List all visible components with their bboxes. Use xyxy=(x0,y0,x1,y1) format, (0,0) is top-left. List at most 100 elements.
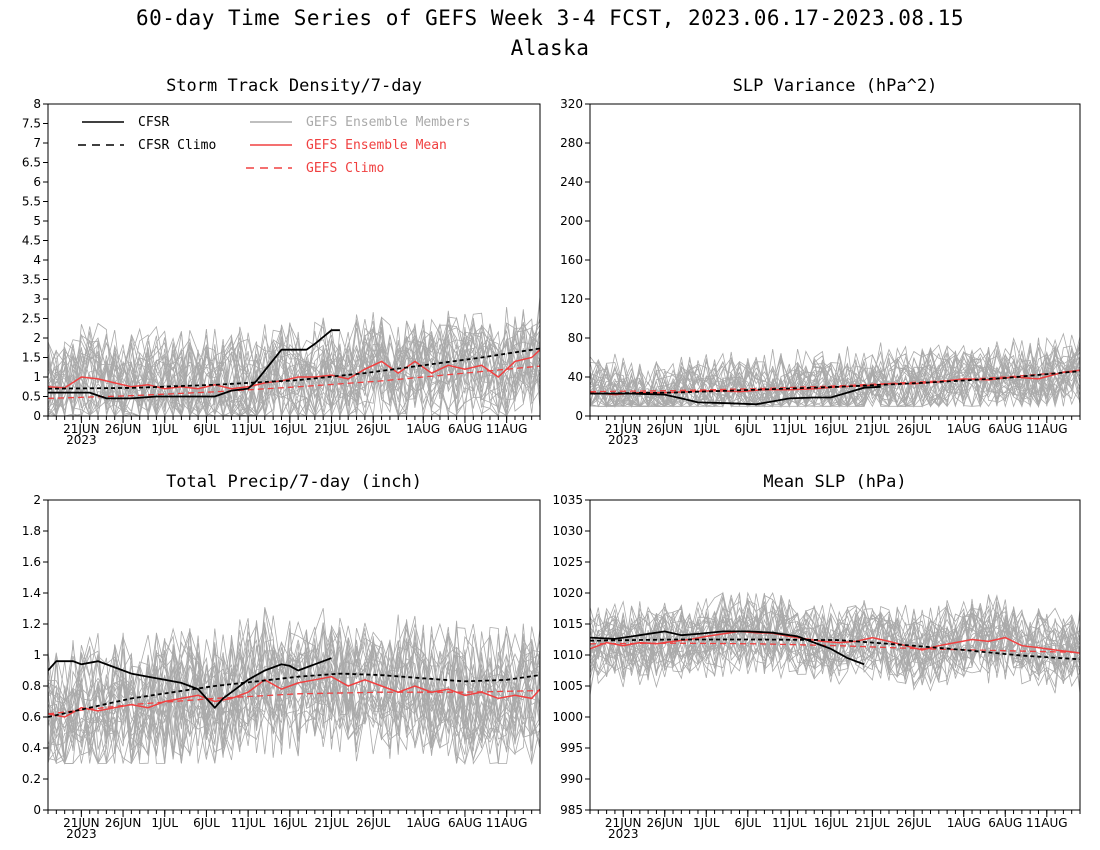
plot-area xyxy=(590,332,1080,408)
x-tick-label: 1JUL xyxy=(693,816,720,830)
x-tick-label: 21JUL xyxy=(314,816,349,830)
cfsr-climo-line xyxy=(590,370,1080,395)
y-tick-label: 1020 xyxy=(552,586,583,600)
x-tick-label: 26JUN xyxy=(105,422,142,436)
ensemble-member-line xyxy=(590,600,1080,677)
ensemble-member-line xyxy=(590,346,1080,408)
x-tick-label: 21JUN xyxy=(63,816,100,830)
x-tick-label: 21JUL xyxy=(855,422,890,436)
x-year-label: 2023 xyxy=(66,827,97,841)
ensemble-member-line xyxy=(48,638,540,764)
chart-panel-3: Total Precip/7-day (inch)00.20.40.60.811… xyxy=(22,472,541,841)
ensemble-member-line xyxy=(590,337,1080,408)
y-tick-label: 1.6 xyxy=(22,555,41,569)
y-tick-label: 1025 xyxy=(552,555,583,569)
y-tick-label: 6 xyxy=(33,175,41,189)
x-tick-label: 6JUL xyxy=(193,422,220,436)
y-tick-label: 1.5 xyxy=(22,351,41,365)
y-tick-label: 995 xyxy=(560,741,583,755)
ensemble-member-line xyxy=(590,591,1080,685)
x-tick-label: 6JUL xyxy=(734,422,761,436)
plot-area xyxy=(48,607,540,766)
cfsr-climo-line xyxy=(590,638,1080,661)
x-tick-label: 6AUG xyxy=(448,816,482,830)
y-tick-label: 2 xyxy=(33,493,41,507)
x-year-label: 2023 xyxy=(608,827,639,841)
x-tick-label: 1AUG xyxy=(947,422,981,436)
ensemble-member-line xyxy=(590,344,1080,408)
y-tick-label: 0.4 xyxy=(22,741,41,755)
gefs-climo-line xyxy=(590,642,1080,654)
plot-area xyxy=(590,591,1080,696)
ensemble-member-line xyxy=(48,330,540,416)
ensemble-member-line xyxy=(48,299,540,416)
chart-panel-1: Storm Track Density/7-day 0 0.5 1 1.5 2 2.5 3 3.… xyxy=(22,76,541,447)
plot-frame xyxy=(47,103,541,417)
ensemble-member-line xyxy=(48,316,540,416)
ensemble-member-line xyxy=(590,599,1080,685)
y-tick-label: 2.5 xyxy=(22,312,41,326)
legend-gefs-climo-label: GEFS Climo xyxy=(306,161,384,176)
x-tick-label: 1AUG xyxy=(947,816,981,830)
y-tick-label: 0.2 xyxy=(22,772,41,786)
x-tick-label: 6JUL xyxy=(734,816,761,830)
x-tick-label: 11JUL xyxy=(231,422,266,436)
y-tick-label: 1.4 xyxy=(22,586,41,600)
legend-members-label: GEFS Ensemble Members xyxy=(306,115,470,130)
cfsr-line xyxy=(48,329,340,400)
y-tick-label: 1000 xyxy=(552,710,583,724)
y-tick-label: 990 xyxy=(560,772,583,786)
gefs-ensemble-mean-line xyxy=(48,675,540,718)
legend-mean-label: GEFS Ensemble Mean xyxy=(306,138,447,153)
x-tick-label: 11JUL xyxy=(772,422,807,436)
gefs-ensemble-mean-line xyxy=(590,630,1080,654)
y-tick-label: 1 xyxy=(33,648,41,662)
ensemble-member-line xyxy=(48,620,540,765)
figure-title: 60-day Time Series of GEFS Week 3-4 FCST… xyxy=(135,6,964,30)
x-year-label: 2023 xyxy=(608,433,639,447)
y-tick-label: 1.8 xyxy=(22,524,41,538)
y-tick-label: 120 xyxy=(560,292,583,306)
y-tick-label: 7 xyxy=(33,136,41,150)
gefs-climo-line xyxy=(48,365,540,400)
ensemble-member-line xyxy=(48,626,540,766)
x-tick-label: 26JUL xyxy=(356,816,391,830)
y-tick-label: 280 xyxy=(560,136,583,150)
y-tick-label: 0.5 xyxy=(22,390,41,404)
x-tick-label: 21JUL xyxy=(314,422,349,436)
legend: CFSR CFSR Climo GEFS Ensemble Members GEFS … xyxy=(78,115,470,176)
y-tick-label: 240 xyxy=(560,175,583,189)
x-tick-label: 11AUG xyxy=(486,422,528,436)
y-tick-label: 4.5 xyxy=(22,234,41,248)
cfsr-climo-line xyxy=(48,672,540,718)
y-tick-label: 7.5 xyxy=(22,117,41,131)
x-tick-label: 21JUN xyxy=(605,816,642,830)
y-tick-label: 5.5 xyxy=(22,195,41,209)
cfsr-climo-line xyxy=(48,347,540,390)
plot-frame xyxy=(47,499,541,811)
x-tick-label: 1JUL xyxy=(151,816,178,830)
ensemble-member-line xyxy=(48,629,540,764)
x-tick-label: 26JUN xyxy=(646,816,683,830)
y-tick-label: 40 xyxy=(568,370,583,384)
x-tick-label: 26JUN xyxy=(646,422,683,436)
gefs-ensemble-mean-line xyxy=(48,349,540,390)
x-tick-label: 26JUN xyxy=(105,816,142,830)
y-tick-label: 3 xyxy=(33,292,41,306)
y-tick-label: 200 xyxy=(560,214,583,228)
x-tick-label: 1AUG xyxy=(406,816,440,830)
y-tick-label: 1030 xyxy=(552,524,583,538)
ensemble-member-line xyxy=(48,319,540,416)
x-tick-label: 6AUG xyxy=(448,422,482,436)
x-tick-label: 26JUL xyxy=(897,816,932,830)
gefs-climo-line xyxy=(590,370,1080,393)
legend-cfsr-label: CFSR xyxy=(138,115,169,130)
x-tick-label: 26JUL xyxy=(897,422,932,436)
x-tick-label: 11JUL xyxy=(772,816,807,830)
y-tick-label: 1035 xyxy=(552,493,583,507)
x-tick-label: 11AUG xyxy=(1026,422,1068,436)
x-tick-label: 1AUG xyxy=(406,422,440,436)
y-tick-label: 8 xyxy=(33,97,41,111)
